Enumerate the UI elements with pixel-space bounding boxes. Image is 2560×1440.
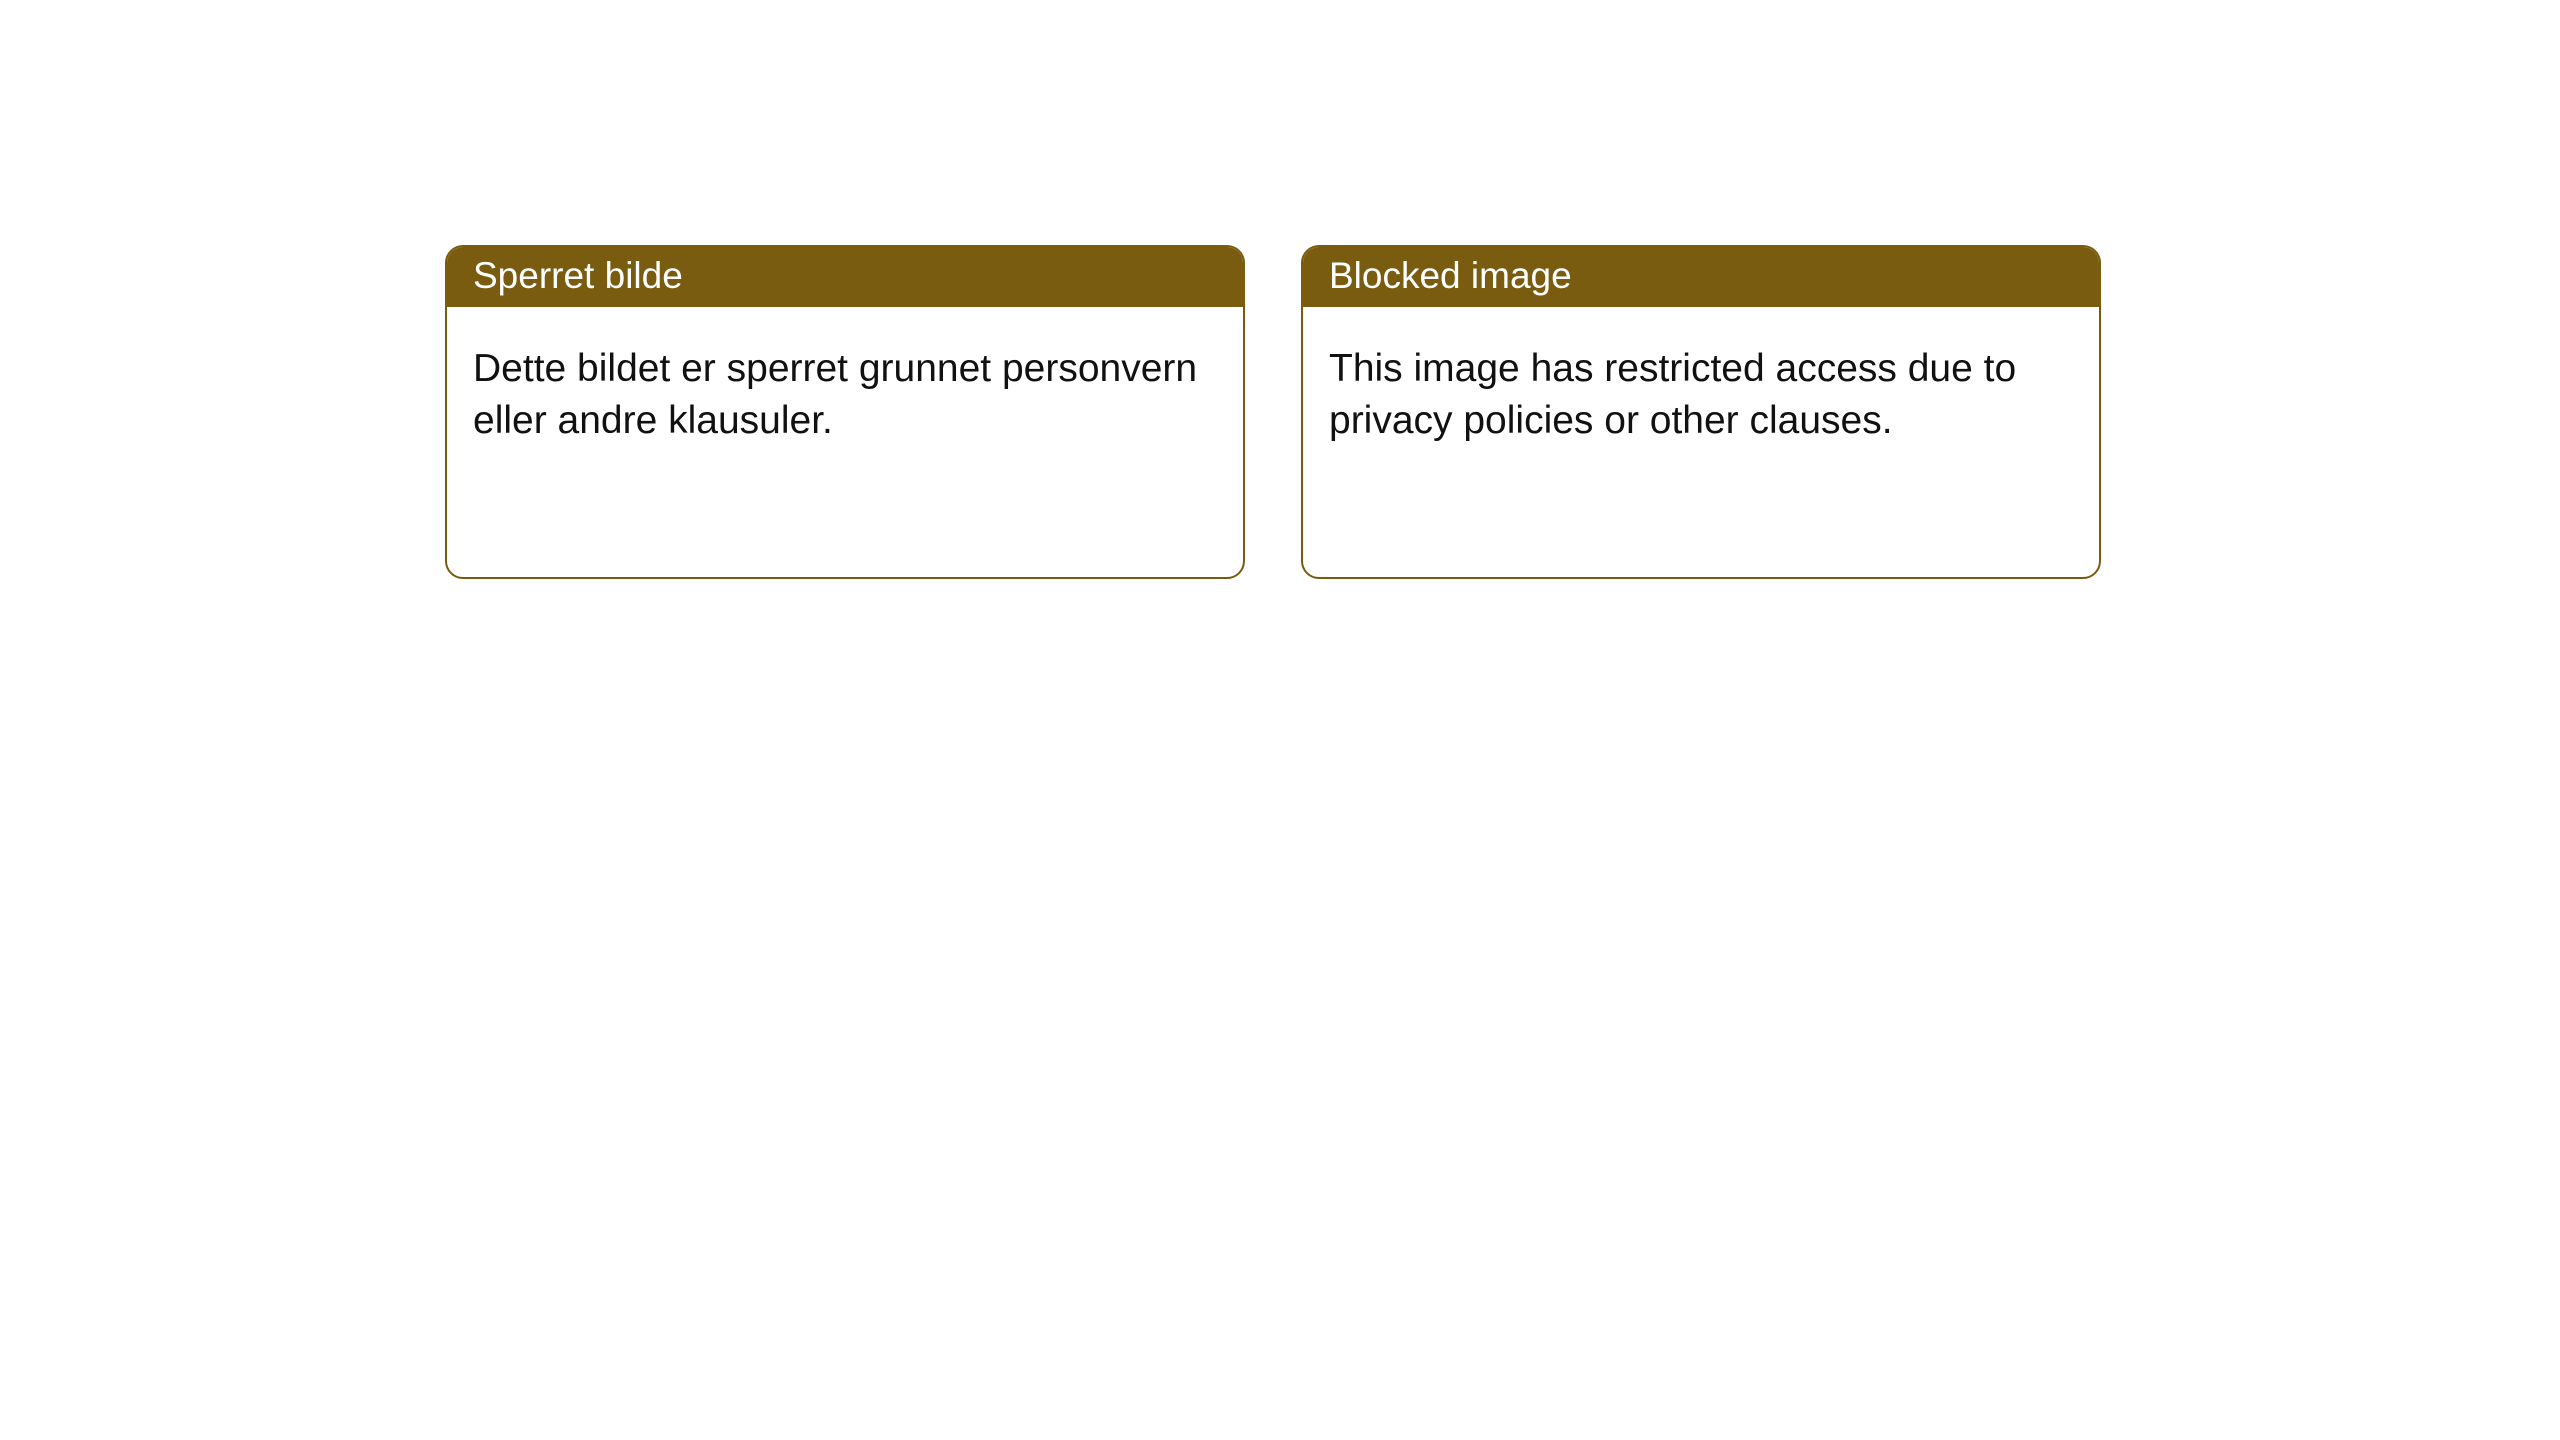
notice-card-title: Sperret bilde — [447, 247, 1243, 307]
notice-card-body: Dette bildet er sperret grunnet personve… — [447, 307, 1243, 473]
notice-card-norwegian: Sperret bilde Dette bildet er sperret gr… — [445, 245, 1245, 579]
notice-container: Sperret bilde Dette bildet er sperret gr… — [0, 0, 2560, 579]
notice-card-title: Blocked image — [1303, 247, 2099, 307]
notice-card-body: This image has restricted access due to … — [1303, 307, 2099, 473]
notice-card-english: Blocked image This image has restricted … — [1301, 245, 2101, 579]
